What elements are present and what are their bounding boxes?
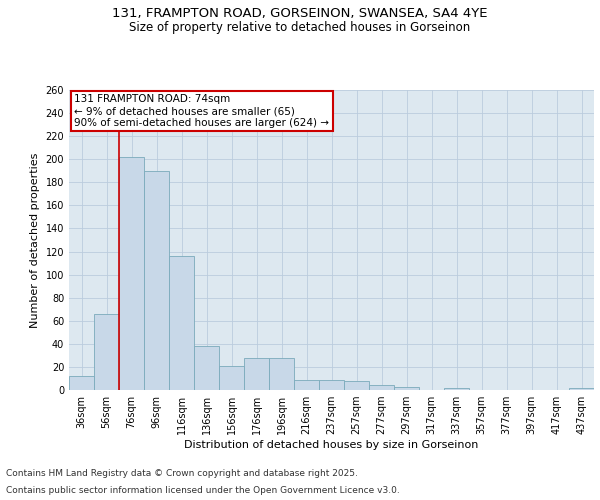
Bar [394, 386, 419, 390]
Text: 131 FRAMPTON ROAD: 74sqm
← 9% of detached houses are smaller (65)
90% of semi-de: 131 FRAMPTON ROAD: 74sqm ← 9% of detache… [74, 94, 329, 128]
Bar [69, 376, 94, 390]
Bar [144, 171, 169, 390]
Bar [194, 346, 219, 390]
Bar [294, 380, 319, 390]
Text: Size of property relative to detached houses in Gorseinon: Size of property relative to detached ho… [130, 21, 470, 34]
Bar [344, 381, 369, 390]
Bar [444, 388, 469, 390]
Text: Contains HM Land Registry data © Crown copyright and database right 2025.: Contains HM Land Registry data © Crown c… [6, 468, 358, 477]
Text: Contains public sector information licensed under the Open Government Licence v3: Contains public sector information licen… [6, 486, 400, 495]
Y-axis label: Number of detached properties: Number of detached properties [30, 152, 40, 328]
Text: 131, FRAMPTON ROAD, GORSEINON, SWANSEA, SA4 4YE: 131, FRAMPTON ROAD, GORSEINON, SWANSEA, … [112, 8, 488, 20]
X-axis label: Distribution of detached houses by size in Gorseinon: Distribution of detached houses by size … [184, 440, 479, 450]
Bar [569, 388, 594, 390]
Bar [269, 358, 294, 390]
Bar [319, 380, 344, 390]
Bar [369, 386, 394, 390]
Bar [219, 366, 244, 390]
Bar [94, 314, 119, 390]
Bar [119, 157, 144, 390]
Bar [169, 256, 194, 390]
Bar [244, 358, 269, 390]
